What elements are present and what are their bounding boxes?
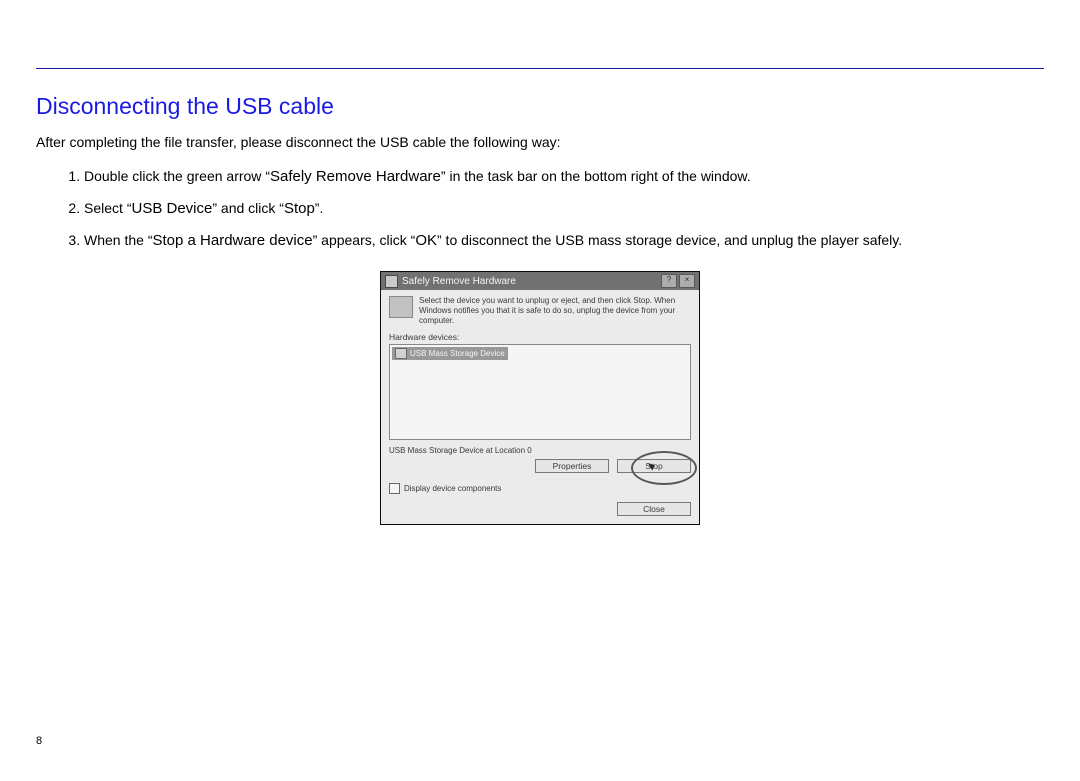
safely-remove-hardware-dialog: Safely Remove Hardware ? × Select the de…: [380, 271, 700, 525]
step-1-term: Safely Remove Hardware: [270, 168, 441, 185]
hardware-devices-label: Hardware devices:: [389, 332, 691, 342]
dialog-device-icon: [389, 296, 413, 318]
step-2: Select “USB Device” and click “Stop”.: [84, 198, 1044, 220]
step-3-mid: appears, click: [317, 232, 410, 248]
dialog-body: Select the device you want to unplug or …: [381, 290, 699, 524]
step-1-pre: Double click the green arrow: [84, 168, 265, 184]
step-3-pre: When the: [84, 232, 148, 248]
dialog-titlebar: Safely Remove Hardware ? ×: [381, 272, 699, 290]
step-2-term1: USB Device: [131, 200, 212, 217]
device-item-label: USB Mass Storage Device: [410, 349, 505, 358]
display-components-row: Display device components: [389, 483, 691, 494]
stop-button[interactable]: Stop: [617, 459, 691, 473]
steps-list: Double click the green arrow “Safely Rem…: [36, 166, 1044, 251]
step-1-post: in the task bar on the bottom right of t…: [446, 168, 751, 184]
step-3-term1: Stop a Hardware device: [153, 232, 313, 249]
dialog-screenshot: Safely Remove Hardware ? × Select the de…: [380, 271, 700, 525]
display-components-checkbox[interactable]: [389, 483, 400, 494]
display-components-label: Display device components: [404, 484, 501, 493]
dialog-title-text: Safely Remove Hardware: [402, 276, 659, 287]
dialog-close-row: Close: [389, 502, 691, 516]
page-number: 8: [36, 735, 42, 747]
properties-button[interactable]: Properties: [535, 459, 609, 473]
device-list-item[interactable]: USB Mass Storage Device: [392, 347, 508, 360]
usb-device-icon: [395, 348, 407, 359]
step-2-post: .: [319, 200, 323, 216]
step-2-mid: and click: [217, 200, 279, 216]
step-3-post: to disconnect the USB mass storage devic…: [442, 232, 902, 248]
step-3-term2: OK: [415, 232, 437, 249]
dialog-button-row: Properties Stop: [389, 459, 691, 473]
intro-paragraph: After completing the file transfer, plea…: [36, 134, 1044, 150]
step-2-term2: Stop: [284, 200, 315, 217]
step-2-pre: Select: [84, 200, 127, 216]
section-title: Disconnecting the USB cable: [36, 93, 1044, 120]
dialog-instruction-row: Select the device you want to unplug or …: [389, 296, 691, 326]
device-description: USB Mass Storage Device at Location 0: [389, 446, 691, 455]
dialog-title-icon: [385, 275, 398, 288]
top-horizontal-rule: [36, 68, 1044, 69]
dialog-help-button[interactable]: ?: [661, 274, 677, 288]
step-1: Double click the green arrow “Safely Rem…: [84, 166, 1044, 188]
dialog-instruction-text: Select the device you want to unplug or …: [419, 296, 691, 326]
dialog-close-button[interactable]: ×: [679, 274, 695, 288]
close-dialog-button[interactable]: Close: [617, 502, 691, 516]
hardware-device-list[interactable]: USB Mass Storage Device: [389, 344, 691, 440]
step-3: When the “Stop a Hardware device” appear…: [84, 230, 1044, 252]
